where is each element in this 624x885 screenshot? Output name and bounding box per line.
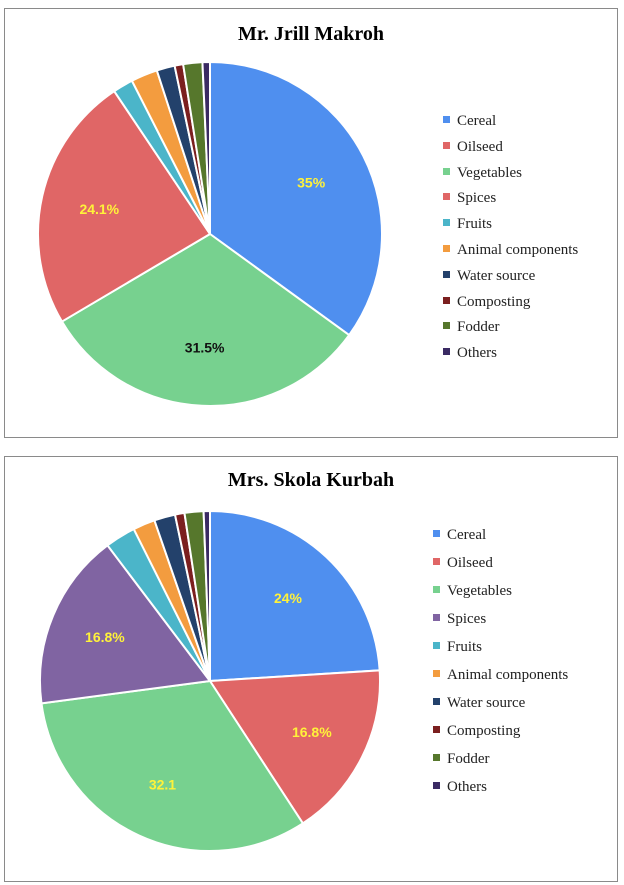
legend-swatch (433, 670, 440, 678)
pie-slice-others (202, 509, 211, 682)
legend-label: Water source (457, 267, 536, 284)
legend-label: Animal components (447, 667, 569, 683)
legend-item-spices: Spices (443, 190, 496, 207)
legend-item-spices: Spices (433, 611, 486, 628)
pie-slice-cereal (209, 509, 381, 683)
legend-swatch (443, 296, 450, 304)
chart-title-a: Mr. Jrill Makroh (237, 23, 385, 45)
legend-swatch (443, 348, 450, 356)
legend-swatch (433, 586, 440, 594)
legend-swatch (443, 141, 450, 149)
legend-label: Vegetables (457, 164, 522, 181)
legend-item-water-source: Water source (433, 695, 525, 712)
legend-item-fruits: Fruits (443, 216, 492, 233)
legend-label: Cereal (447, 527, 487, 543)
data-label-spices: 24.1% (79, 201, 119, 217)
legend-swatch (443, 219, 450, 227)
legend-item-vegetables: Vegetables (433, 583, 512, 600)
legend-label: Spices (447, 611, 487, 627)
legend-item-animal-components: Animal components (443, 242, 578, 259)
pie-slice-vegetables (60, 232, 351, 407)
legend-swatch (433, 530, 440, 538)
legend-label: Fodder (457, 319, 500, 336)
legend-item-composting: Composting (443, 294, 530, 311)
legend-item-cereal: Cereal (433, 527, 486, 544)
legend-item-animal-components: Animal components (433, 667, 568, 684)
legend-swatch (443, 322, 450, 330)
pie-slice-others (201, 60, 211, 235)
legend-label: Fodder (447, 751, 490, 767)
pie-slice-spices (39, 543, 212, 705)
chart-frame-a: Mr. Jrill Makroh 35% 31.5% 24.1% Cereal Oil… (4, 8, 618, 438)
legend-swatch (433, 558, 440, 566)
legend-label: Composting (457, 293, 531, 310)
data-label-cereal: 24% (274, 590, 303, 606)
legend-item-oilseed: Oilseed (433, 555, 493, 572)
legend-label: Fruits (447, 639, 483, 655)
legend-swatch (443, 245, 450, 253)
legend-item-vegetables: Vegetables (443, 165, 522, 182)
legend-label: Spices (457, 190, 497, 207)
legend-swatch (433, 614, 440, 622)
legend-label: Cereal (457, 113, 497, 129)
legend-label: Others (457, 345, 497, 362)
legend-swatch (443, 270, 450, 278)
legend-item-cereal: Cereal (443, 113, 496, 130)
pie-chart-b: 24% 16.8% 32.1 16.8% (39, 509, 381, 852)
pie-slice-vegetables (40, 679, 305, 852)
legend-label: Others (447, 779, 487, 795)
legend-label: Composting (447, 723, 521, 739)
data-label-spices: 16.8% (85, 629, 125, 645)
legend-swatch (443, 193, 450, 201)
data-label-oilseed: 16.8% (292, 724, 332, 740)
legend-b: Cereal Oilseed Vegetables Spices Fruits Anima… (433, 527, 613, 827)
legend-label: Vegetables (447, 583, 512, 599)
legend-item-others: Others (443, 345, 497, 362)
legend-swatch (433, 698, 440, 706)
legend-label: Oilseed (447, 555, 493, 571)
legend-item-fruits: Fruits (433, 639, 482, 656)
data-label-cereal: 35% (297, 174, 326, 190)
pie-slice-spices (37, 89, 212, 323)
legend-label: Water source (447, 695, 526, 711)
legend-item-composting: Composting (433, 723, 520, 740)
legend-swatch (433, 754, 440, 762)
chart-frame-b: Mrs. Skola Kurbah 24% 16.8% 32.1 16.8% Cere… (4, 456, 618, 882)
pie-slice-oilseed (208, 669, 381, 825)
legend-item-water-source: Water source (443, 268, 535, 285)
chart-title-b: Mrs. Skola Kurbah (227, 469, 395, 491)
legend-swatch (433, 726, 440, 734)
legend-item-oilseed: Oilseed (443, 139, 503, 156)
legend-item-fodder: Fodder (433, 751, 490, 768)
legend-swatch (443, 167, 450, 175)
legend-label: Fruits (457, 216, 493, 233)
legend-label: Oilseed (457, 138, 503, 155)
data-label-vegetables: 32.1 (149, 777, 176, 793)
pie-chart-a: 35% 31.5% 24.1% (37, 60, 383, 407)
legend-swatch (433, 782, 440, 790)
legend-swatch (443, 116, 450, 124)
legend-swatch (433, 642, 440, 650)
legend-item-others: Others (433, 779, 487, 796)
legend-a: Cereal Oilseed Vegetables Spices Fruits Anima… (443, 113, 613, 383)
pie-slice-cereal (209, 60, 383, 337)
legend-item-fodder: Fodder (443, 319, 500, 336)
data-label-vegetables: 31.5% (185, 339, 225, 355)
legend-label: Animal components (457, 242, 579, 258)
